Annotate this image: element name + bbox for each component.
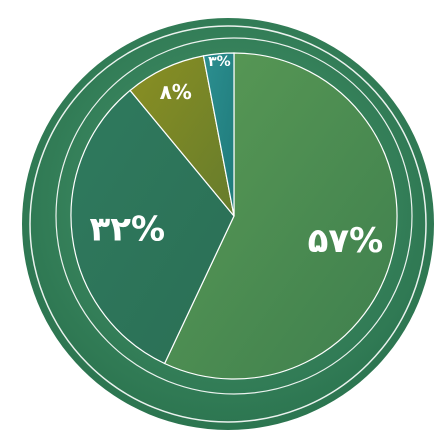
pie-slice-4 [202,52,235,217]
pie-slice-label-4: ۳% [208,54,231,70]
pie-slices [70,52,398,380]
pie-slice-1 [163,52,398,380]
inner-ring-line [55,37,413,395]
outer-ring-line [29,25,427,423]
pie-slice-label-1: ۵۷% [308,221,384,261]
pie-slice-label-2: ۳۲% [89,209,165,249]
pie-labels: ۵۷% ۳۲% ۸% ۳% [89,54,383,261]
pie-slice-label-3: ۸% [160,80,192,104]
pie-slice-2 [70,89,235,365]
